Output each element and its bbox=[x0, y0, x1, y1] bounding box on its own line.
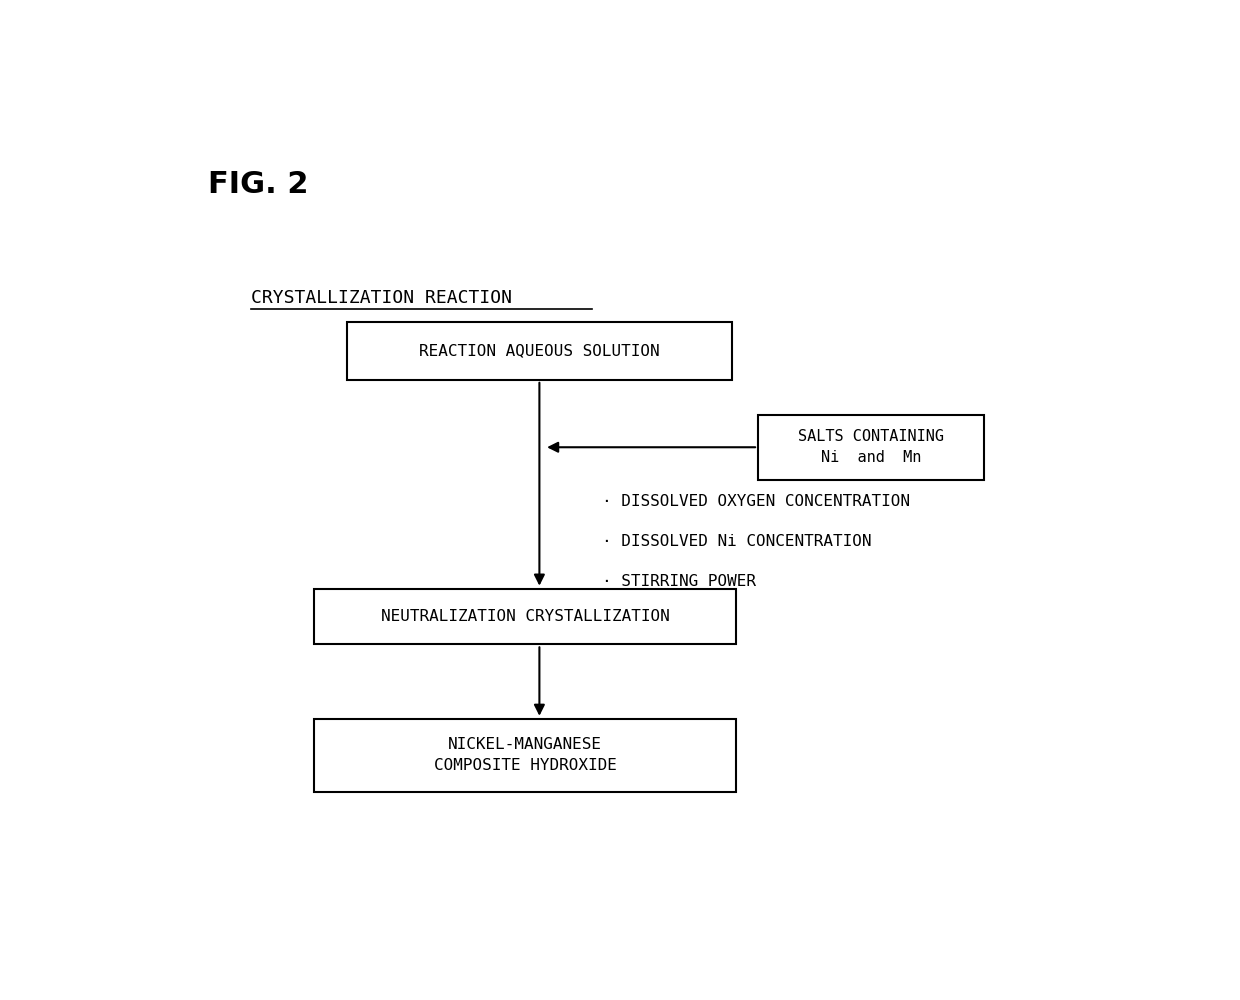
Text: REACTION AQUEOUS SOLUTION: REACTION AQUEOUS SOLUTION bbox=[419, 344, 660, 359]
Text: · DISSOLVED Ni CONCENTRATION: · DISSOLVED Ni CONCENTRATION bbox=[601, 534, 872, 549]
Text: NEUTRALIZATION CRYSTALLIZATION: NEUTRALIZATION CRYSTALLIZATION bbox=[381, 609, 670, 624]
Text: · STIRRING POWER: · STIRRING POWER bbox=[601, 574, 756, 589]
Text: NICKEL-MANGANESE
COMPOSITE HYDROXIDE: NICKEL-MANGANESE COMPOSITE HYDROXIDE bbox=[434, 737, 616, 773]
Text: FIG. 2: FIG. 2 bbox=[208, 170, 309, 199]
Bar bbox=[314, 719, 737, 792]
Bar bbox=[758, 415, 983, 480]
Bar bbox=[314, 589, 737, 644]
Text: SALTS CONTAINING
Ni  and  Mn: SALTS CONTAINING Ni and Mn bbox=[799, 429, 944, 465]
Text: · DISSOLVED OXYGEN CONCENTRATION: · DISSOLVED OXYGEN CONCENTRATION bbox=[601, 494, 910, 509]
Text: CRYSTALLIZATION REACTION: CRYSTALLIZATION REACTION bbox=[250, 289, 512, 307]
Bar bbox=[347, 322, 732, 380]
